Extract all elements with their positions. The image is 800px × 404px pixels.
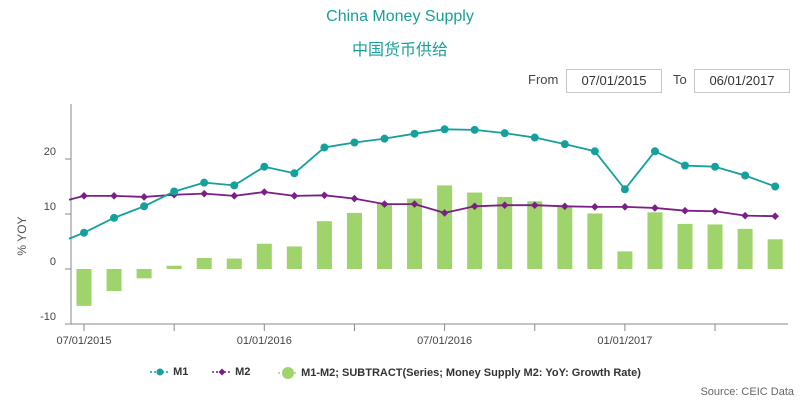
- legend-label-m1: M1: [173, 366, 189, 378]
- m1-point: [530, 133, 539, 142]
- diff-bar: [647, 212, 663, 269]
- diff-bar: [587, 213, 603, 269]
- diff-bar: [407, 198, 423, 269]
- x-tick-label: 07/01/2015: [56, 335, 111, 347]
- m2-point: [711, 207, 719, 216]
- m1-point: [620, 185, 629, 194]
- y-tick-label: -10: [40, 311, 56, 323]
- to-label: To: [673, 72, 687, 87]
- diff-bar: [286, 246, 302, 269]
- m2-point: [230, 192, 239, 200]
- diff-bar: [346, 212, 362, 269]
- m1-point: [380, 134, 389, 143]
- m1-point: [470, 125, 479, 134]
- y-tick-label: 20: [44, 146, 56, 158]
- y-tick-label: 10: [44, 201, 56, 213]
- m1-point: [290, 169, 299, 178]
- m2-point: [651, 204, 659, 212]
- legend-item-diff[interactable]: M1-M2; SUBTRACT(Series; Money Supply M2:…: [278, 366, 641, 380]
- diff-bar: [377, 203, 392, 269]
- diff-bar: [106, 269, 122, 291]
- m2-point: [771, 212, 779, 220]
- x-tick-label: 01/01/2016: [237, 335, 292, 347]
- legend-item-m1[interactable]: M1: [150, 366, 188, 378]
- m2-point: [350, 194, 359, 203]
- m2-point: [591, 203, 599, 211]
- m1-point: [440, 125, 449, 134]
- y-axis-label: % YOY: [15, 216, 29, 255]
- m2-point: [621, 203, 629, 211]
- from-label: From: [528, 72, 559, 87]
- legend-label-m2: M2: [235, 366, 251, 378]
- m2-point: [260, 188, 269, 196]
- m2-point: [140, 193, 148, 201]
- m2-point: [80, 192, 88, 200]
- diff-bar: [166, 265, 182, 269]
- diff-bar: [737, 228, 753, 269]
- m2-point: [200, 189, 208, 198]
- diff-bar: [256, 243, 272, 269]
- m1-point: [80, 228, 88, 237]
- diff-bar: [677, 223, 693, 269]
- m1-legend-marker-icon: [150, 368, 170, 376]
- m1-point: [650, 147, 659, 156]
- diff-bar: [497, 196, 513, 269]
- from-date-input[interactable]: 07/01/2015: [566, 69, 662, 93]
- m1-point: [260, 162, 269, 171]
- diff-bar: [527, 201, 543, 269]
- diff-legend-marker-icon: [278, 367, 298, 379]
- m1-point: [711, 162, 720, 171]
- y-tick-label: 0: [50, 256, 56, 268]
- source-note: Source: CEIC Data: [700, 386, 794, 398]
- diff-bar: [437, 185, 453, 269]
- m2-point: [380, 200, 389, 208]
- m2-point: [410, 200, 419, 208]
- legend-item-m2[interactable]: M2: [212, 366, 250, 378]
- x-tick-label: 07/01/2016: [417, 335, 472, 347]
- m2-point: [320, 191, 329, 200]
- diff-bar: [767, 239, 783, 269]
- legend-label-diff: M1-M2; SUBTRACT(Series; Money Supply M2:…: [301, 366, 641, 379]
- m1-point: [560, 140, 569, 149]
- diff-bar: [76, 269, 92, 306]
- chart-subtitle: 中国货币供给: [351, 40, 448, 59]
- m2-point: [500, 201, 509, 209]
- m2-point: [530, 201, 539, 209]
- m1-line: [68, 128, 776, 240]
- m1-point: [771, 182, 780, 191]
- m2-point: [440, 209, 449, 217]
- m2-point: [681, 206, 689, 215]
- m1-point: [230, 181, 239, 190]
- m1-point: [170, 187, 179, 196]
- m2-legend-marker-icon: [212, 368, 232, 376]
- diff-bar: [196, 258, 212, 269]
- diff-bar: [467, 192, 483, 269]
- m1-point: [500, 129, 509, 138]
- m2-point: [741, 211, 749, 220]
- diff-bar: [316, 221, 332, 269]
- m1-point: [350, 138, 359, 147]
- m2-point: [470, 202, 479, 211]
- m1-point: [320, 143, 329, 152]
- m1-point: [200, 178, 209, 187]
- m1-point: [741, 171, 750, 180]
- chart-title: China Money Supply: [326, 8, 474, 25]
- m1-point: [410, 129, 419, 138]
- m2-point: [561, 202, 569, 211]
- m1-point: [590, 147, 599, 156]
- to-date-input[interactable]: 06/01/2017: [694, 69, 790, 93]
- diff-bar: [136, 269, 152, 279]
- diff-bar: [707, 224, 723, 269]
- m1-point: [110, 213, 119, 222]
- diff-bar: [557, 206, 573, 269]
- diff-bar: [226, 258, 242, 269]
- m2-point: [290, 192, 299, 200]
- m1-point: [681, 161, 689, 170]
- m1-point: [140, 202, 149, 211]
- diff-bar: [617, 251, 633, 269]
- m2-point: [110, 192, 118, 200]
- x-tick-label: 01/01/2017: [597, 335, 652, 347]
